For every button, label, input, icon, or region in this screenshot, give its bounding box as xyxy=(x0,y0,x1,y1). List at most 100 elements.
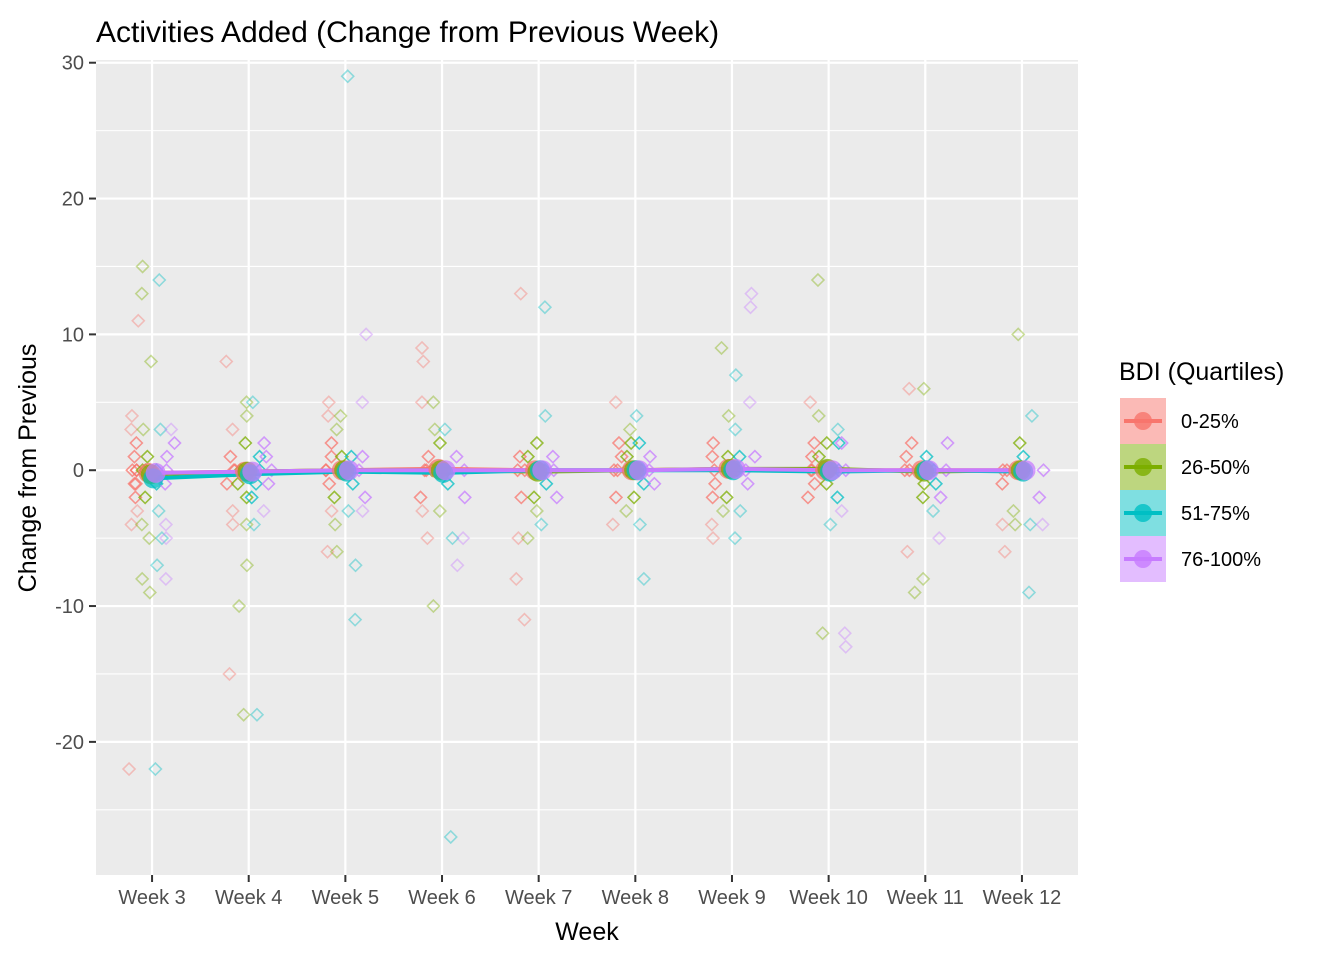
data-point xyxy=(136,422,151,437)
data-point xyxy=(611,435,627,451)
data-point xyxy=(526,490,542,505)
data-point xyxy=(819,435,834,451)
data-point xyxy=(740,476,755,491)
x-tick-label: Week 11 xyxy=(887,887,964,909)
data-point xyxy=(223,449,238,464)
data-point xyxy=(904,435,919,451)
x-tick-label: Week 9 xyxy=(698,887,765,909)
data-point xyxy=(427,422,442,437)
data-point xyxy=(619,503,634,519)
data-point xyxy=(449,449,464,464)
data-point xyxy=(608,490,624,505)
x-tick-label: Week 10 xyxy=(789,887,868,909)
data-point xyxy=(917,476,932,491)
x-tick-label: Week 7 xyxy=(505,887,572,909)
x-tick-label: Week 4 xyxy=(215,887,282,909)
data-point xyxy=(819,476,834,491)
legend: BDI (Quartiles) 0-25% 26-50% 51-75% 76-100% xyxy=(1119,358,1284,582)
data-point xyxy=(230,476,245,491)
data-point xyxy=(318,463,333,478)
data-point xyxy=(142,585,157,600)
data-point xyxy=(629,408,644,424)
y-tick-label: 30 xyxy=(62,53,84,75)
data-point xyxy=(810,272,826,288)
data-point xyxy=(511,531,526,546)
data-point xyxy=(838,639,853,654)
legend-item: 76-100% xyxy=(1120,536,1261,582)
mean-marker xyxy=(1015,460,1036,481)
data-point xyxy=(715,503,731,519)
data-point xyxy=(830,490,845,505)
data-point xyxy=(137,490,153,505)
data-point xyxy=(1024,408,1040,424)
data-point xyxy=(140,449,155,464)
data-point xyxy=(928,476,944,491)
data-point xyxy=(1035,517,1050,532)
data-point xyxy=(1011,327,1026,342)
data-point xyxy=(135,259,150,274)
data-point xyxy=(605,517,621,532)
data-point xyxy=(333,408,348,424)
data-point xyxy=(128,490,143,505)
data-point xyxy=(432,503,447,519)
data-point xyxy=(899,449,914,464)
data-point xyxy=(834,503,849,519)
data-point xyxy=(706,435,721,451)
data-point xyxy=(545,449,561,464)
data-point xyxy=(537,300,553,315)
data-point xyxy=(837,626,852,641)
data-point xyxy=(915,490,931,505)
data-point xyxy=(134,517,149,532)
data-point xyxy=(355,449,370,464)
data-point xyxy=(1012,435,1027,451)
data-point xyxy=(347,612,363,627)
y-axis-title: Change from Previous xyxy=(14,344,42,593)
data-point xyxy=(902,381,917,396)
data-point xyxy=(426,598,441,614)
data-point xyxy=(257,435,272,451)
data-point xyxy=(357,490,373,505)
data-point xyxy=(124,517,139,532)
data-point xyxy=(807,435,822,451)
data-point xyxy=(358,327,374,342)
data-point xyxy=(830,422,845,437)
data-point xyxy=(520,531,535,546)
data-point xyxy=(246,517,262,532)
data-point xyxy=(426,395,441,410)
data-point xyxy=(421,449,436,464)
data-point xyxy=(534,517,549,532)
mean-marker xyxy=(338,460,359,481)
data-point xyxy=(445,531,460,546)
data-point xyxy=(355,395,370,410)
data-point xyxy=(149,558,165,573)
data-point xyxy=(327,490,342,505)
data-point xyxy=(355,503,370,519)
data-point xyxy=(539,476,554,491)
y-tick-label: 10 xyxy=(62,324,84,346)
y-tick-label: 20 xyxy=(62,189,84,211)
data-point xyxy=(811,408,826,424)
data-point xyxy=(259,449,274,464)
mean-marker xyxy=(918,460,939,481)
data-point xyxy=(329,422,344,437)
data-point xyxy=(416,354,431,369)
data-point xyxy=(322,476,337,491)
data-point xyxy=(222,666,237,682)
data-point xyxy=(733,503,748,519)
data-point xyxy=(608,395,623,410)
data-point xyxy=(509,571,524,587)
legend-marker xyxy=(1134,550,1152,568)
data-point xyxy=(432,435,448,451)
data-point xyxy=(225,517,240,532)
legend-title: BDI (Quartiles) xyxy=(1119,358,1284,386)
x-tick-label: Week 5 xyxy=(312,887,379,909)
data-point xyxy=(517,612,532,627)
chart-title: Activities Added (Change from Previous W… xyxy=(96,16,719,49)
mean-marker xyxy=(145,462,166,483)
data-point xyxy=(256,503,271,519)
data-point xyxy=(1023,517,1038,532)
data-point xyxy=(249,707,265,722)
data-point xyxy=(995,517,1010,532)
legend-label: 26-50% xyxy=(1181,457,1250,479)
data-point xyxy=(142,531,157,546)
